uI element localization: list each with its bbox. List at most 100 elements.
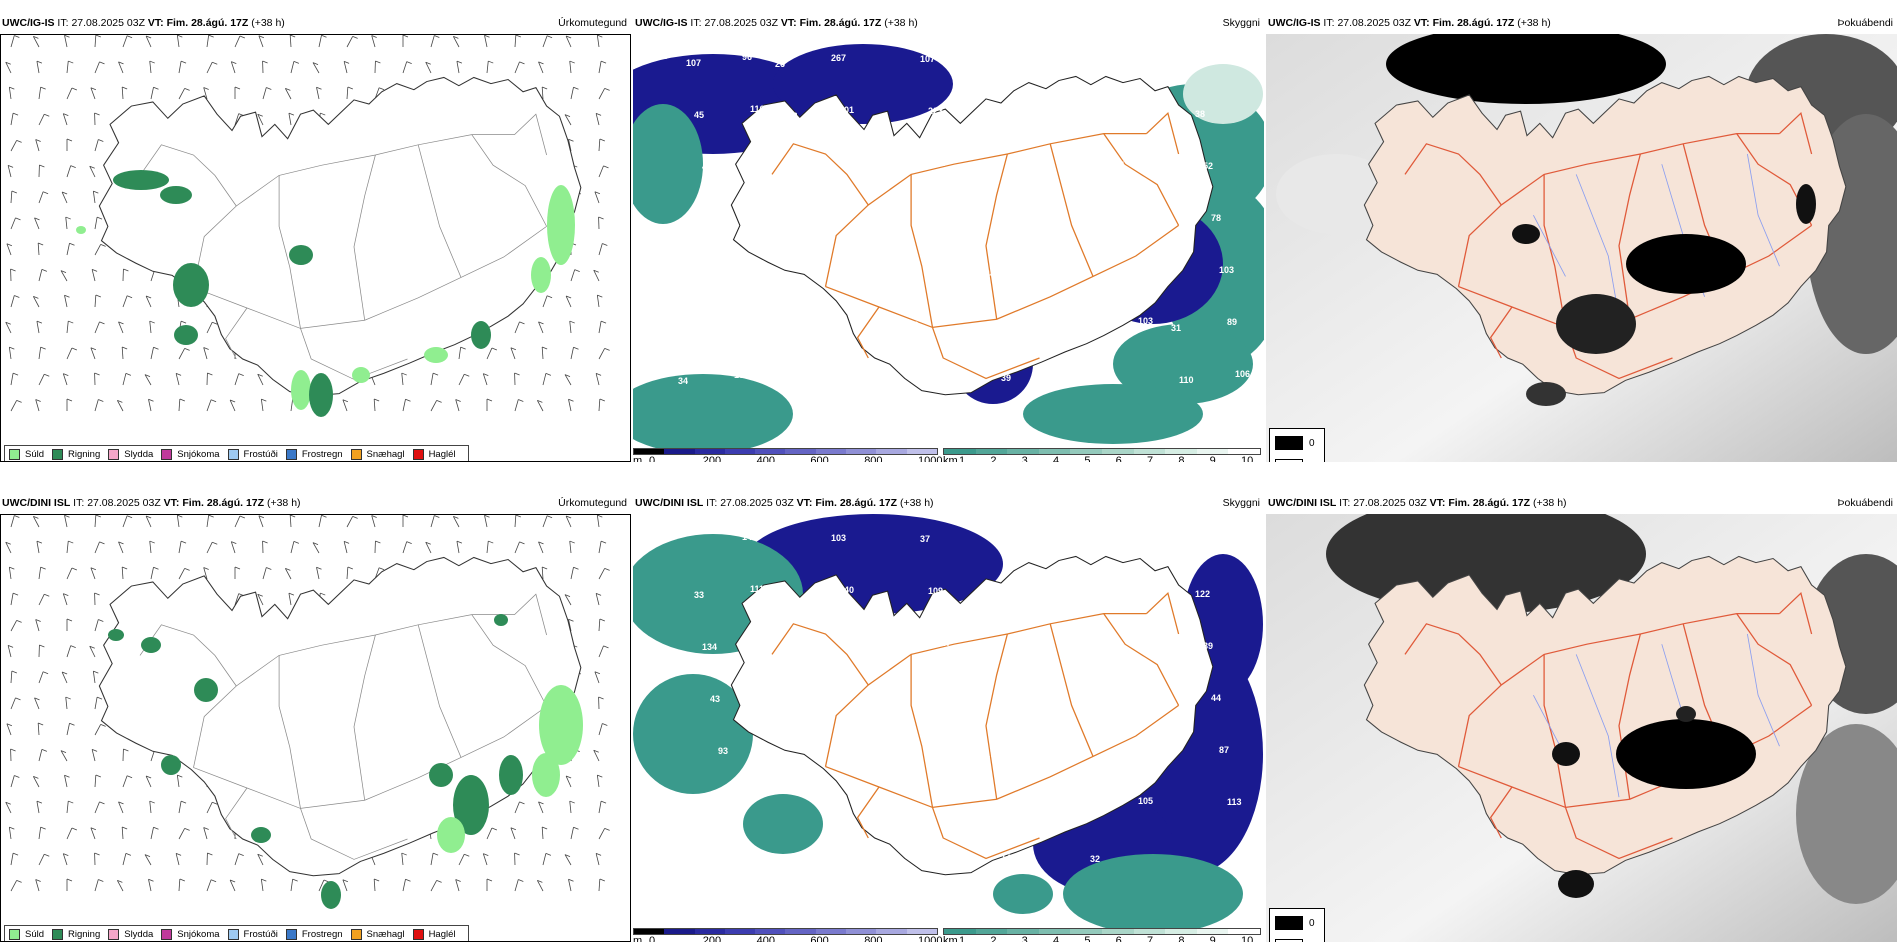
colorbar-tick: 1000	[918, 455, 943, 462]
precip-legend-item: Snæhagl	[350, 448, 405, 460]
cloudbase-label: 122	[1195, 589, 1210, 599]
cloudbase-label: 41	[1082, 322, 1092, 332]
cloudbase-label: 38	[1195, 109, 1205, 119]
cloudbase-colorbar: m 0 200 400 600 800 1000	[633, 928, 942, 942]
precip-legend: Súld Rigning Slydda Snjókoma Frostúði Frostre…	[4, 925, 469, 941]
fog-low-label: 0	[1309, 917, 1315, 929]
map-area[interactable]: 0 60	[1266, 514, 1897, 942]
colorbar-tick: 9	[1209, 935, 1216, 942]
colorbar-tick: 3	[1021, 455, 1028, 462]
colorbar-tick: 1	[959, 935, 966, 942]
colorbar-unit: km	[943, 455, 958, 462]
precip-area	[173, 263, 209, 307]
map-area[interactable]: Súld Rigning Slydda Snjókoma Frostúði Frostre…	[0, 34, 631, 462]
precip-area	[113, 170, 169, 190]
map-area[interactable]: 0 60	[1266, 34, 1897, 462]
precip-legend-swatch	[9, 928, 20, 940]
cloudbase-label: 44	[1106, 588, 1116, 598]
iceland-coastline	[1363, 75, 1847, 396]
map-area[interactable]: 106 116 128 116 87 103 106 96 101 88 93 91 89 188 267 2…	[633, 34, 1264, 462]
precip-legend-item: Frostúði	[227, 448, 278, 460]
cloudbase-label: 37	[920, 534, 930, 544]
cloudbase-label: 48	[799, 215, 809, 225]
precip-area	[453, 775, 489, 835]
cloudbase-label: 103	[831, 533, 846, 543]
precip-legend-swatch	[52, 448, 64, 460]
precip-legend-label: Súld	[25, 928, 45, 940]
cloudbase-label: 43	[702, 162, 712, 172]
cloudbase-label: 52	[1203, 161, 1213, 171]
cloudbase-label: 188	[734, 370, 749, 380]
cloudbase-labels: 97 111 102 99 97 105 100 143 140 147 128 185 113 97 10…	[653, 531, 1250, 864]
cloudbase-label: 99	[807, 267, 817, 277]
fog-low-label: 0	[1309, 437, 1315, 449]
road-network	[1404, 592, 1813, 860]
cloudbase-label: 59	[977, 217, 987, 227]
cloudbase-label: 24	[718, 266, 728, 276]
colorbar-tick: 400	[756, 935, 775, 942]
road-network	[139, 113, 547, 380]
precip-legend-label: Slydda	[124, 448, 154, 460]
cloudbase-label: 87	[1041, 263, 1051, 273]
colorbar-strip	[633, 928, 938, 935]
visibility-area	[633, 374, 793, 454]
map-area[interactable]: Súld Rigning Slydda Snjókoma Frostúði Frostre…	[0, 514, 631, 942]
cloudbase-label: 66	[1090, 374, 1100, 384]
colorbar-tick: 6	[1115, 935, 1122, 942]
precip-legend-item: Slydda	[108, 928, 154, 940]
fog-legend: 0 60	[1269, 428, 1325, 462]
road-network	[771, 592, 1180, 860]
cloudbase-label: 102	[847, 637, 862, 647]
fog-field	[1386, 34, 1666, 104]
fog-high-swatch	[1275, 459, 1303, 462]
visibility-area	[633, 674, 753, 794]
precip-legend-item: Frostregn	[285, 448, 343, 460]
cloudbase-label: 78	[1211, 213, 1221, 223]
precip-legend-label: Haglél	[428, 928, 456, 940]
precip-legend-swatch	[108, 928, 120, 940]
panel-header: UWC/DINI ISL IT: 27.08.2025 03Z VT: Fim.…	[0, 492, 631, 514]
visibility-area	[1113, 324, 1253, 404]
colorbar-strip	[943, 928, 1261, 935]
cloudbase-colorbar: m 0 200 400 600 800 1000	[633, 448, 942, 462]
precip-legend-label: Frostregn	[301, 928, 343, 940]
precip-area	[547, 185, 575, 265]
cloudbase-label: 97	[653, 531, 663, 541]
cloudbase-label: 165	[912, 372, 927, 382]
cloudbase-label: 45	[694, 110, 704, 120]
cloudbase-label: 100	[1235, 849, 1250, 859]
fog-high-label: 60	[1309, 461, 1320, 463]
cloudbase-label: 70	[815, 319, 825, 329]
precip-area	[289, 245, 313, 265]
cloudbase-label: 93	[718, 746, 728, 756]
cloudbase-label: 44	[823, 851, 833, 861]
colorbar-tick: 200	[702, 935, 722, 942]
precip-legend-item: Rigning	[52, 448, 100, 460]
colorbar-tick: 4	[1053, 935, 1060, 942]
colorbar-strip	[943, 448, 1261, 455]
precip-legend-label: Slydda	[124, 928, 154, 940]
cloudbase-label: 65	[791, 643, 801, 653]
fog-patch	[1558, 870, 1594, 898]
precip-legend-label: Súld	[25, 448, 45, 460]
panel-fog-igis: UWC/IG-IS IT: 27.08.2025 03Z VT: Fim. 28…	[1266, 12, 1897, 467]
fog-patch	[1796, 184, 1816, 224]
precip-legend-swatch	[350, 448, 362, 460]
cloudbase-label: 47	[1074, 270, 1084, 280]
cloudbase-label: 93	[1033, 211, 1043, 221]
colorbar-tick: 6	[1115, 455, 1122, 462]
map-area[interactable]: 97 111 102 99 97 105 100 143 140 147 128 185 113 97 10…	[633, 514, 1264, 942]
precip-legend-swatch	[412, 448, 424, 460]
cloudbase-label: 109	[928, 586, 943, 596]
cloudbase-label: 87	[896, 748, 906, 758]
iceland-coastline	[98, 76, 582, 397]
precip-legend-label: Frostúði	[243, 448, 278, 460]
precip-legend-label: Snjókoma	[177, 928, 220, 940]
iceland-coastline	[1363, 555, 1847, 876]
cloudbase-label: 107	[920, 54, 935, 64]
precip-legend-swatch	[161, 928, 173, 940]
panel-precip-type-igis: UWC/IG-IS IT: 27.08.2025 03Z VT: Fim. 28…	[0, 12, 631, 467]
precip-legend-item: Frostregn	[285, 928, 343, 940]
colorbar-tick: 800	[864, 455, 883, 462]
precip-area	[539, 685, 583, 765]
